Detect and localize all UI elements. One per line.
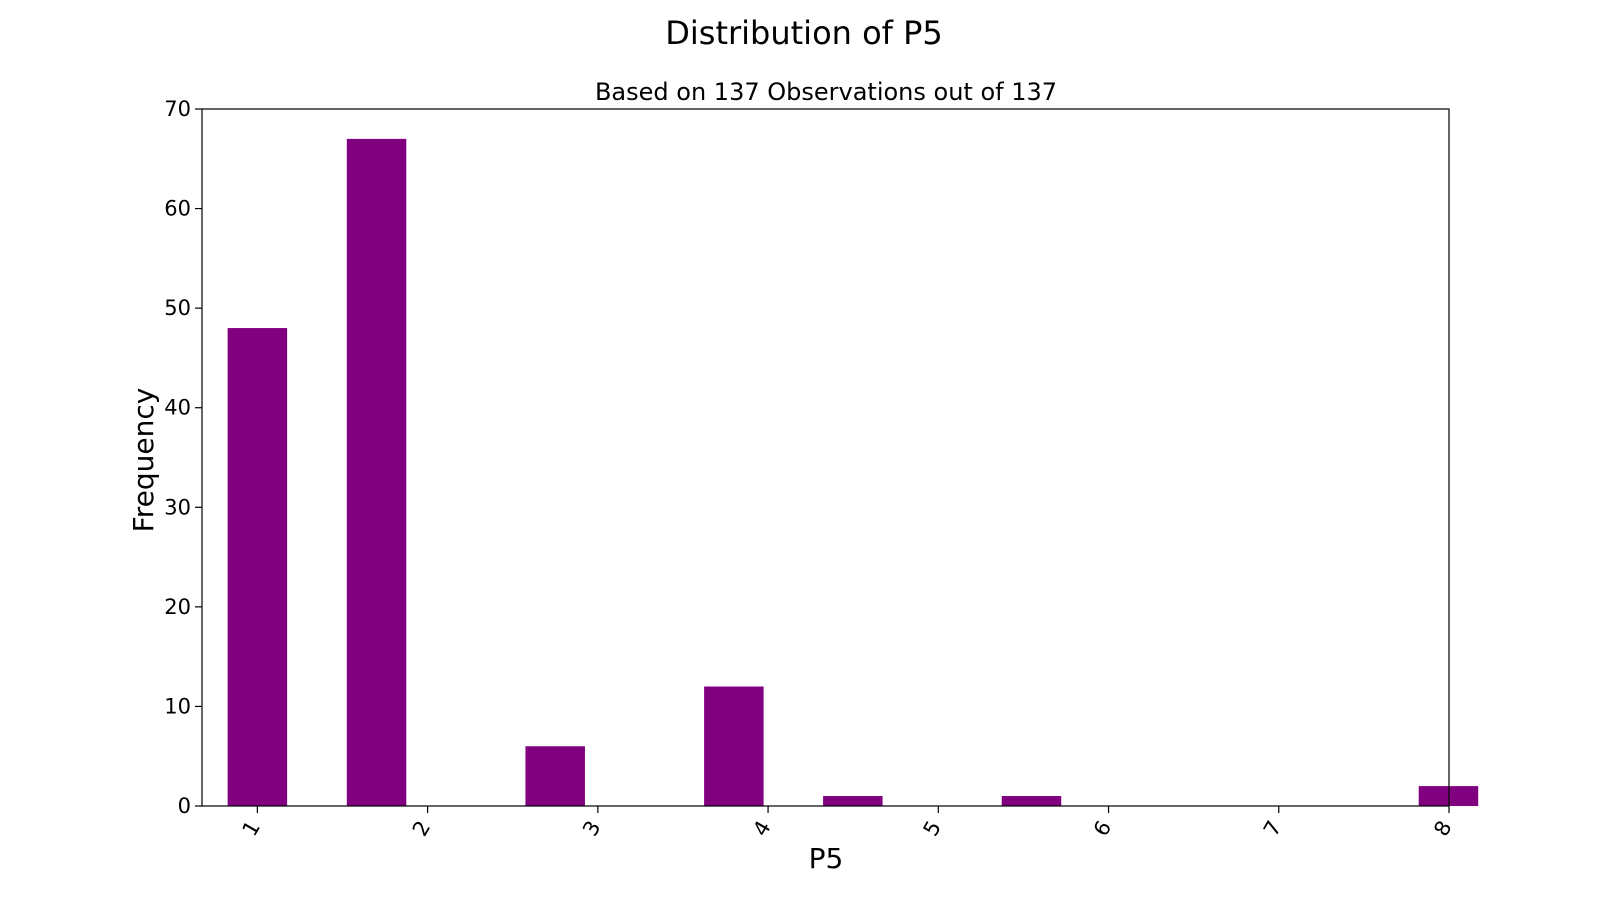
bar-1 xyxy=(346,138,407,806)
y-axis: 0 10 20 30 40 50 60 70 xyxy=(164,97,202,818)
x-axis: 1 2 3 4 5 6 7 8 xyxy=(238,806,1457,840)
y-tick-label-50: 50 xyxy=(164,296,191,320)
bar-4 xyxy=(823,796,883,806)
y-tick-label-40: 40 xyxy=(164,396,191,420)
y-tick-label-10: 10 xyxy=(164,694,191,718)
y-tick-label-0: 0 xyxy=(178,794,191,818)
y-tick-label-70: 70 xyxy=(164,97,191,121)
x-tick-label-6: 6 xyxy=(1089,817,1116,841)
y-tick-label-60: 60 xyxy=(164,197,191,221)
plot-frame xyxy=(201,108,1450,807)
x-tick-label-7: 7 xyxy=(1259,817,1286,841)
bar-3 xyxy=(704,686,764,806)
x-tick-label-4: 4 xyxy=(748,817,775,841)
bar-2 xyxy=(525,746,585,806)
x-axis-label: P5 xyxy=(809,842,844,875)
y-axis-label: Frequency xyxy=(127,388,160,533)
x-tick-label-1: 1 xyxy=(238,817,265,841)
chart-subtitle: Based on 137 Observations out of 137 xyxy=(595,78,1057,106)
y-tick-label-20: 20 xyxy=(164,595,191,619)
chart-title: Distribution of P5 xyxy=(665,14,943,52)
x-tick-label-2: 2 xyxy=(408,817,435,841)
y-tick-label-30: 30 xyxy=(164,495,191,519)
x-tick-label-3: 3 xyxy=(578,817,605,841)
bar-5 xyxy=(1001,796,1062,806)
x-tick-label-8: 8 xyxy=(1429,817,1456,841)
bar-0 xyxy=(227,328,288,806)
x-tick-label-5: 5 xyxy=(919,817,946,841)
bars-group xyxy=(227,138,1479,806)
